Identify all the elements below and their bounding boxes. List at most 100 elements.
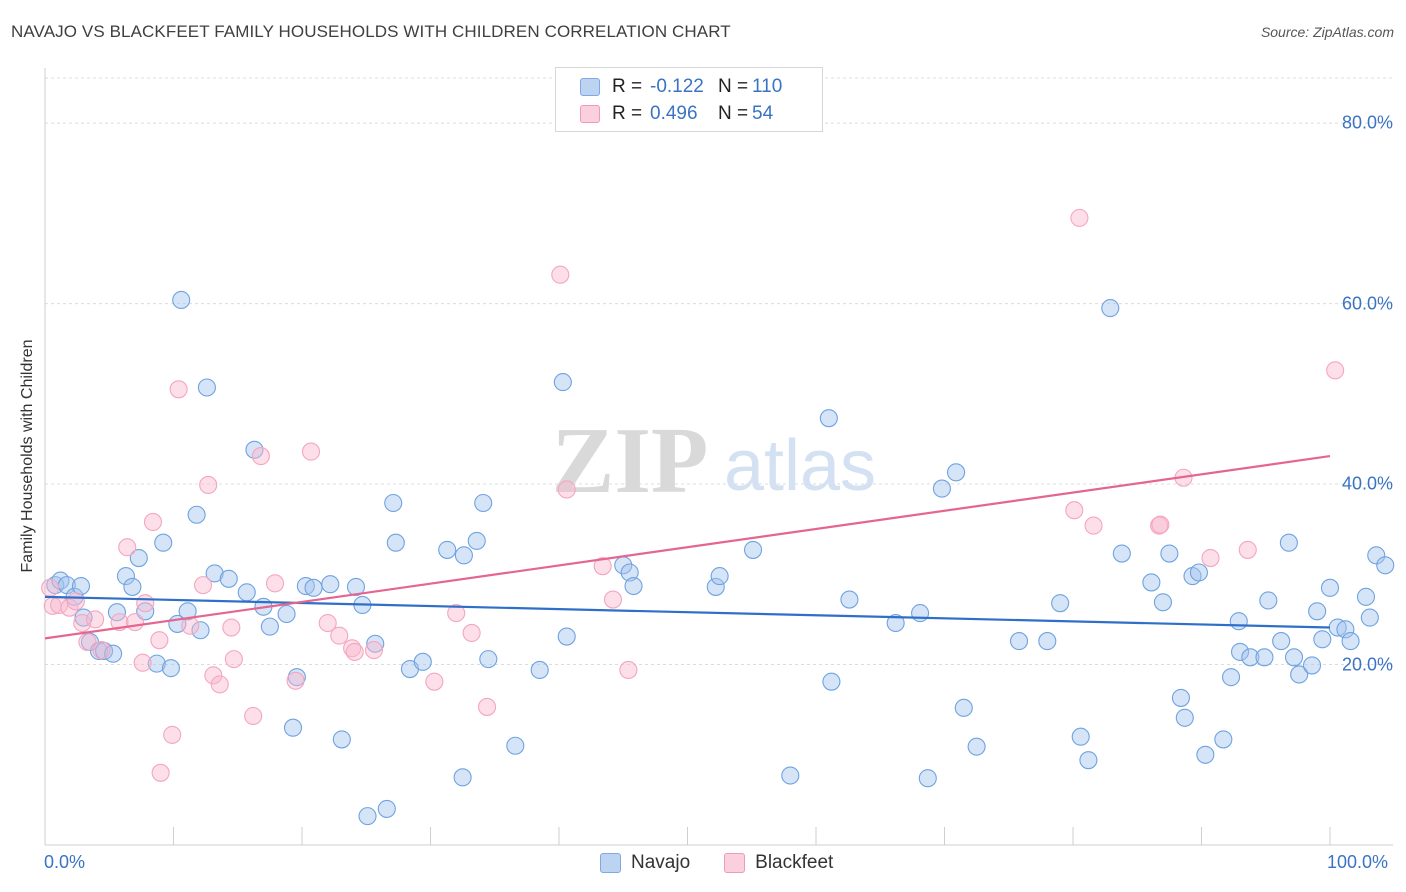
- watermark: ZIP atlas: [552, 409, 876, 513]
- navajo-point: [366, 634, 385, 653]
- navajo-point: [358, 807, 377, 826]
- blackfeet-point: [125, 613, 144, 632]
- navajo-point: [954, 698, 973, 717]
- legend-item-blackfeet: Blackfeet: [724, 852, 833, 874]
- blackfeet-point: [425, 672, 444, 691]
- legend-label-blackfeet: Blackfeet: [755, 852, 834, 873]
- navajo-swatch: [580, 78, 600, 96]
- navajo-point: [283, 718, 303, 737]
- navajo-point: [1160, 544, 1179, 563]
- navajo-point: [1196, 745, 1215, 764]
- blackfeet-point: [1070, 208, 1089, 227]
- navajo-point: [1284, 648, 1304, 667]
- navajo-point: [1009, 632, 1029, 651]
- navajo-point: [346, 577, 366, 596]
- blackfeet-point: [222, 618, 241, 637]
- navajo-point: [197, 378, 216, 397]
- blackfeet-point: [603, 590, 623, 609]
- blackfeet-point: [1201, 549, 1220, 568]
- navajo-point: [506, 736, 525, 755]
- navajo-point: [918, 769, 937, 788]
- navajo-point: [296, 576, 315, 596]
- navajo-point: [71, 576, 91, 596]
- blackfeet-point: [330, 626, 349, 645]
- blackfeet-point: [210, 675, 229, 694]
- blackfeet-point: [194, 576, 213, 595]
- blackfeet-point: [66, 592, 85, 611]
- blackfeet-point: [224, 650, 243, 669]
- legend-label-navajo: Navajo: [631, 852, 691, 873]
- blackfeet-point: [163, 725, 182, 744]
- navajo-point: [453, 768, 472, 787]
- legend-item-navajo: Navajo: [600, 852, 690, 874]
- series-legend: Navajo Blackfeet: [600, 852, 867, 874]
- navajo-point: [1051, 594, 1070, 613]
- blackfeet-point: [593, 557, 612, 576]
- navajo-point: [1356, 587, 1376, 606]
- navajo-point: [1360, 608, 1379, 627]
- navajo-point: [129, 549, 148, 568]
- blackfeet-r-value: 0.496: [650, 103, 698, 124]
- navajo-n-value: 110: [752, 76, 783, 97]
- navajo-point: [1142, 573, 1161, 592]
- y-tick-label: 20.0%: [1341, 654, 1393, 675]
- blackfeet-r-label: R =: [612, 103, 643, 124]
- navajo-point: [384, 493, 403, 513]
- x-tick-label-max: 100.0%: [1327, 852, 1389, 872]
- navajo-point: [1302, 656, 1322, 675]
- navajo-point: [187, 505, 206, 524]
- navajo-point: [104, 644, 123, 663]
- navajo-point: [1101, 299, 1120, 318]
- navajo-point: [1290, 665, 1309, 684]
- navajo-point: [1229, 612, 1248, 631]
- blackfeet-point: [1150, 516, 1169, 535]
- blackfeet-point: [462, 623, 481, 642]
- blackfeet-point: [265, 574, 285, 593]
- data-points: [41, 208, 1395, 826]
- blackfeet-point: [251, 447, 270, 466]
- legend-swatch-blackfeet: [724, 853, 746, 873]
- navajo-point: [1153, 593, 1172, 612]
- navajo-point: [624, 576, 643, 596]
- blackfeet-point: [150, 631, 169, 650]
- blackfeet-point: [136, 594, 155, 613]
- correlation-legend: R = -0.122 N = 110 R = 0.496 N = 54: [555, 67, 823, 132]
- blackfeet-point: [551, 265, 570, 284]
- x-tick-label-min: 0.0%: [44, 852, 86, 872]
- navajo-point: [304, 578, 323, 597]
- navajo-point: [277, 604, 296, 624]
- blackfeet-point: [133, 653, 152, 672]
- trend-lines: [44, 454, 1331, 640]
- navajo-point: [1214, 730, 1233, 749]
- navajo-point: [932, 479, 951, 498]
- blackfeet-point: [619, 660, 638, 679]
- navajo-point: [205, 564, 224, 583]
- navajo-point: [219, 569, 238, 588]
- blackfeet-point: [364, 641, 384, 660]
- navajo-point: [454, 546, 473, 565]
- legend-row-blackfeet: R = 0.496 N = 54: [580, 103, 773, 125]
- blackfeet-point: [199, 475, 218, 495]
- navajo-point: [840, 590, 859, 609]
- blackfeet-point: [1084, 516, 1103, 535]
- chart-title: NAVAJO VS BLACKFEET FAMILY HOUSEHOLDS WI…: [11, 22, 731, 41]
- blackfeet-trend-line: [44, 454, 1331, 640]
- blackfeet-point: [118, 538, 137, 557]
- navajo-point: [438, 540, 457, 559]
- blackfeet-point: [1238, 540, 1257, 559]
- navajo-point: [1112, 544, 1131, 563]
- navajo-point: [1171, 688, 1190, 707]
- navajo-point: [553, 373, 572, 392]
- navajo-point: [467, 531, 486, 550]
- navajo-point: [620, 563, 639, 582]
- navajo-point: [743, 540, 763, 559]
- navajo-point: [321, 575, 340, 594]
- navajo-point: [1231, 642, 1250, 661]
- navajo-point: [886, 613, 905, 633]
- y-tick-label: 40.0%: [1341, 473, 1393, 494]
- blackfeet-point: [345, 642, 364, 661]
- navajo-point: [557, 627, 576, 646]
- navajo-point: [1079, 751, 1098, 770]
- navajo-point: [911, 604, 930, 623]
